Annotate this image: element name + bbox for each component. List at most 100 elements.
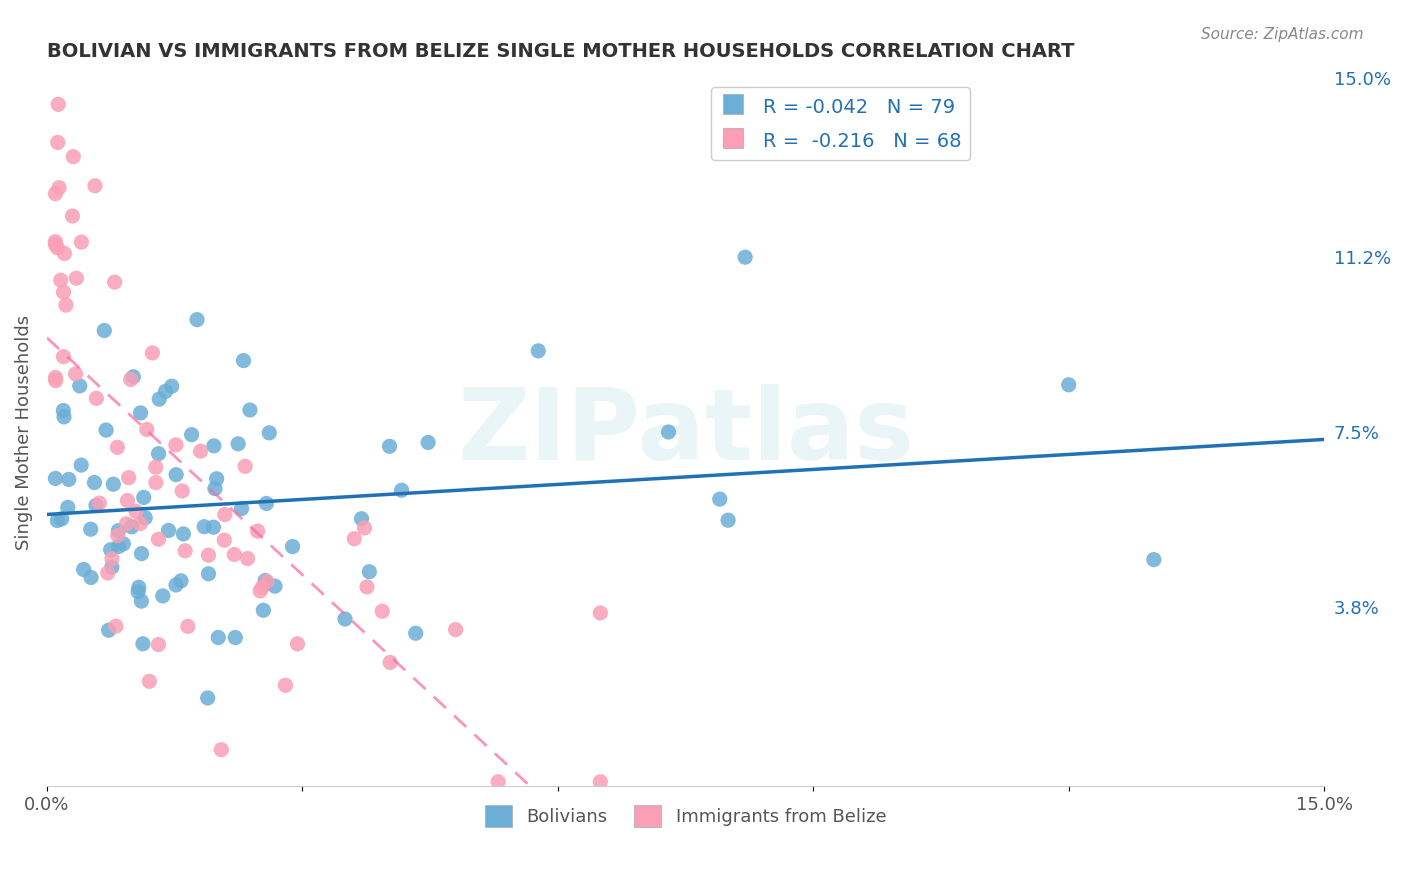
Point — [249, 583, 271, 598]
Point — [46, 514, 69, 528]
Point — [333, 612, 356, 626]
Point — [170, 574, 193, 588]
Point — [589, 774, 612, 789]
Point — [486, 774, 509, 789]
Point — [94, 423, 117, 437]
Point — [177, 619, 200, 633]
Point — [128, 580, 150, 594]
Text: BOLIVIAN VS IMMIGRANTS FROM BELIZE SINGLE MOTHER HOUSEHOLDS CORRELATION CHART: BOLIVIAN VS IMMIGRANTS FROM BELIZE SINGL… — [46, 42, 1074, 61]
Point — [232, 353, 254, 368]
Point — [209, 742, 232, 756]
Point — [89, 496, 111, 510]
Point — [252, 603, 274, 617]
Point — [527, 343, 550, 358]
Point — [51, 512, 73, 526]
Point — [135, 422, 157, 436]
Point — [52, 403, 75, 417]
Point — [134, 510, 156, 524]
Point — [197, 548, 219, 562]
Point — [49, 273, 72, 287]
Point — [148, 533, 170, 547]
Point — [69, 379, 91, 393]
Point — [44, 370, 66, 384]
Point — [44, 186, 66, 201]
Point — [152, 589, 174, 603]
Point — [46, 97, 69, 112]
Point — [356, 580, 378, 594]
Point — [274, 678, 297, 692]
Point — [58, 472, 80, 486]
Point — [405, 626, 427, 640]
Point — [62, 209, 84, 223]
Point — [46, 136, 69, 150]
Point — [359, 565, 381, 579]
Point — [287, 637, 309, 651]
Point — [186, 312, 208, 326]
Point — [256, 574, 278, 589]
Point — [44, 235, 66, 249]
Point — [190, 444, 212, 458]
Point — [129, 516, 152, 531]
Point — [107, 524, 129, 538]
Point — [62, 150, 84, 164]
Point — [207, 631, 229, 645]
Point — [224, 548, 246, 562]
Point — [107, 540, 129, 554]
Point — [107, 528, 129, 542]
Point — [202, 439, 225, 453]
Point — [378, 656, 401, 670]
Point — [165, 467, 187, 482]
Point — [1057, 377, 1080, 392]
Point — [353, 521, 375, 535]
Point — [104, 275, 127, 289]
Point — [148, 447, 170, 461]
Point — [174, 543, 197, 558]
Point — [148, 392, 170, 406]
Point — [172, 483, 194, 498]
Point — [254, 574, 277, 588]
Point — [214, 533, 236, 548]
Point — [44, 237, 66, 252]
Point — [197, 690, 219, 705]
Point — [97, 624, 120, 638]
Point — [254, 576, 277, 591]
Point — [131, 594, 153, 608]
Point — [165, 578, 187, 592]
Point — [132, 637, 155, 651]
Point — [65, 367, 87, 381]
Point — [118, 470, 141, 484]
Point — [100, 542, 122, 557]
Point — [204, 482, 226, 496]
Point — [231, 501, 253, 516]
Point — [180, 427, 202, 442]
Point — [378, 439, 401, 453]
Point — [127, 584, 149, 599]
Point — [52, 285, 75, 300]
Point — [214, 508, 236, 522]
Point — [86, 392, 108, 406]
Point — [103, 477, 125, 491]
Point — [252, 580, 274, 594]
Point — [131, 547, 153, 561]
Point — [65, 271, 87, 285]
Point — [155, 384, 177, 399]
Point — [45, 374, 67, 388]
Point — [145, 475, 167, 490]
Point — [125, 504, 148, 518]
Point — [97, 566, 120, 580]
Point — [55, 298, 77, 312]
Point — [48, 180, 70, 194]
Point — [53, 409, 76, 424]
Point — [104, 619, 127, 633]
Point — [165, 438, 187, 452]
Point — [281, 540, 304, 554]
Point — [157, 524, 180, 538]
Point — [371, 604, 394, 618]
Legend: Bolivians, Immigrants from Belize: Bolivians, Immigrants from Belize — [478, 797, 894, 834]
Point — [141, 346, 163, 360]
Point — [70, 458, 93, 472]
Point — [80, 522, 103, 536]
Point — [160, 379, 183, 393]
Point — [202, 520, 225, 534]
Point — [84, 178, 107, 193]
